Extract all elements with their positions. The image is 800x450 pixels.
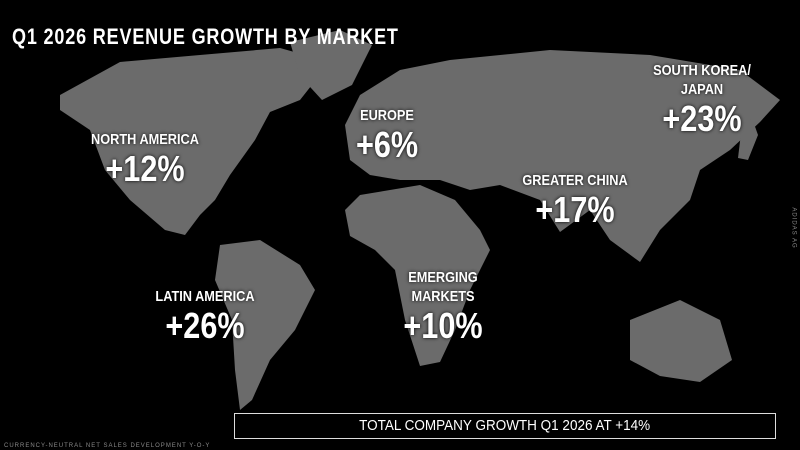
japan bbox=[738, 118, 758, 160]
greenland bbox=[290, 30, 372, 100]
australia bbox=[630, 300, 732, 382]
region-name: EMERGING MARKETS bbox=[408, 269, 478, 305]
growth-value: +17% bbox=[535, 189, 615, 230]
africa bbox=[345, 185, 490, 366]
eurasia bbox=[345, 50, 780, 262]
region-label: GREATER CHINA +17% bbox=[490, 171, 660, 230]
footnote: CURRENCY-NEUTRAL NET SALES DEVELOPMENT Y… bbox=[4, 443, 211, 449]
region-label: EUROPE +6% bbox=[302, 106, 472, 165]
south-america bbox=[215, 240, 315, 410]
growth-value: +12% bbox=[105, 148, 185, 189]
region-label: SOUTH KOREA/ JAPAN +23% bbox=[617, 61, 787, 139]
region-label: NORTH AMERICA +12% bbox=[60, 130, 230, 189]
region-label: LATIN AMERICA +26% bbox=[120, 287, 290, 346]
growth-value: +23% bbox=[662, 98, 742, 139]
side-note: ADIDAS AG bbox=[790, 207, 797, 249]
growth-value: +10% bbox=[403, 305, 483, 346]
title: Q1 2026 REVENUE GROWTH BY MARKET bbox=[12, 24, 399, 49]
north-america bbox=[60, 48, 330, 235]
total-text: TOTAL COMPANY GROWTH Q1 2026 AT +14% bbox=[359, 417, 651, 434]
region-label: EMERGING MARKETS +10% bbox=[358, 268, 528, 346]
growth-value: +26% bbox=[165, 305, 245, 346]
region-name: LATIN AMERICA bbox=[155, 288, 255, 305]
total-box: TOTAL COMPANY GROWTH Q1 2026 AT +14% bbox=[234, 413, 776, 439]
region-name: EUROPE bbox=[360, 107, 414, 124]
growth-value: +6% bbox=[355, 124, 419, 165]
region-name: GREATER CHINA bbox=[522, 172, 628, 189]
region-name: NORTH AMERICA bbox=[91, 131, 199, 148]
region-name: SOUTH KOREA/ JAPAN bbox=[653, 62, 751, 98]
